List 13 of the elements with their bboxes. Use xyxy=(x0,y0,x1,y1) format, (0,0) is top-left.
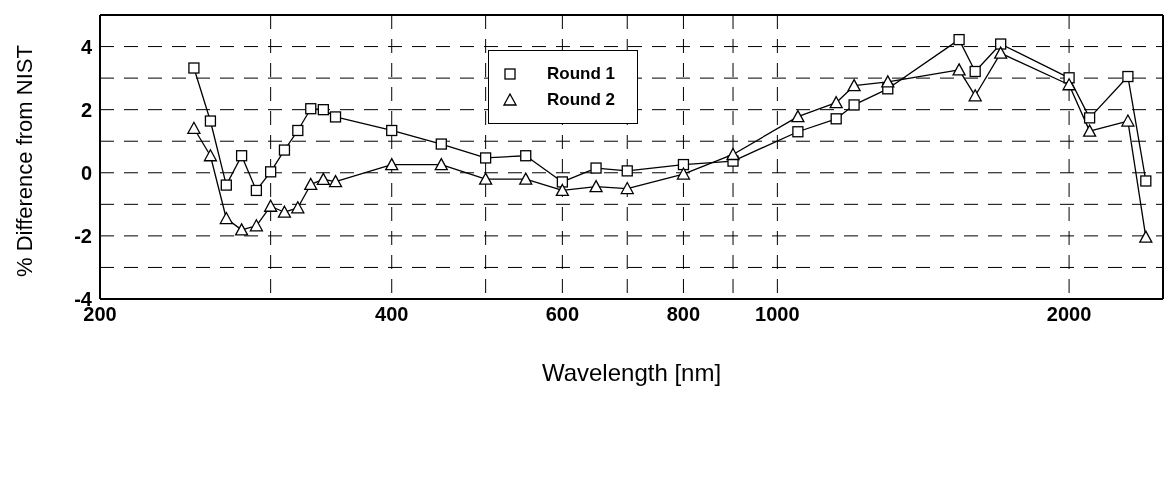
legend-label: Round 1 xyxy=(547,64,615,84)
y-tick-label: 0 xyxy=(80,161,92,184)
y-tick-label: 4 xyxy=(80,35,93,58)
x-axis-title: Wavelength [nm] xyxy=(541,359,722,386)
x-tick-label: 2000 xyxy=(1046,303,1092,326)
x-tick-label: 600 xyxy=(545,303,580,326)
x-tick-label: 400 xyxy=(375,303,409,326)
x-tick-label: 800 xyxy=(666,303,701,326)
y-axis-title: % Difference from NIST xyxy=(11,45,37,277)
legend-label: Round 2 xyxy=(547,90,615,110)
y-tick-label: -2 xyxy=(74,224,92,247)
x-tick-label: 1000 xyxy=(755,303,800,326)
y-tick-label: 2 xyxy=(80,98,92,121)
